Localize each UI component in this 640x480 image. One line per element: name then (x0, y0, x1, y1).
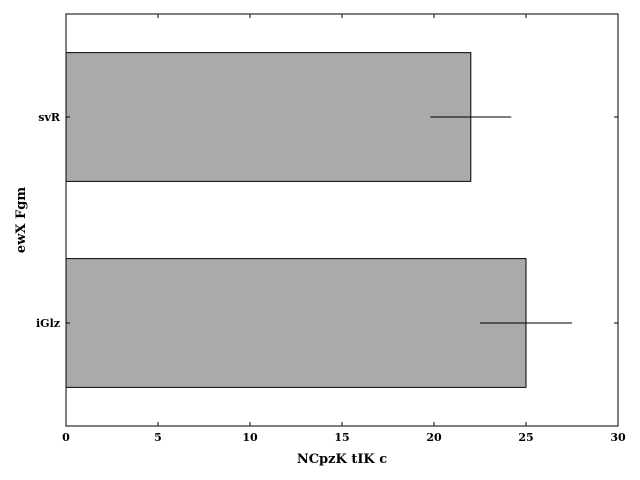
y-axis-ticks: svR iGlz (36, 111, 618, 330)
x-tick-label: 0 (62, 431, 70, 444)
bar-svR (65, 52, 472, 182)
x-tick-label: 20 (426, 431, 442, 444)
y-axis-label: ewX Fgm (14, 187, 29, 253)
bars-layer (65, 52, 527, 388)
x-axis-ticks: 0 5 10 15 20 25 30 (62, 14, 626, 444)
x-tick-label: 10 (242, 431, 258, 444)
y-tick-label: iGlz (36, 317, 60, 330)
error-bars-layer (430, 116, 572, 324)
bar-iGlz (65, 258, 527, 388)
x-tick-label: 15 (334, 431, 349, 444)
x-tick-label: 5 (154, 431, 162, 444)
y-tick-label: svR (38, 111, 61, 124)
x-axis-label: NCpzK tIK c (297, 452, 387, 467)
x-tick-label: 30 (610, 431, 626, 444)
x-tick-label: 25 (518, 431, 533, 444)
